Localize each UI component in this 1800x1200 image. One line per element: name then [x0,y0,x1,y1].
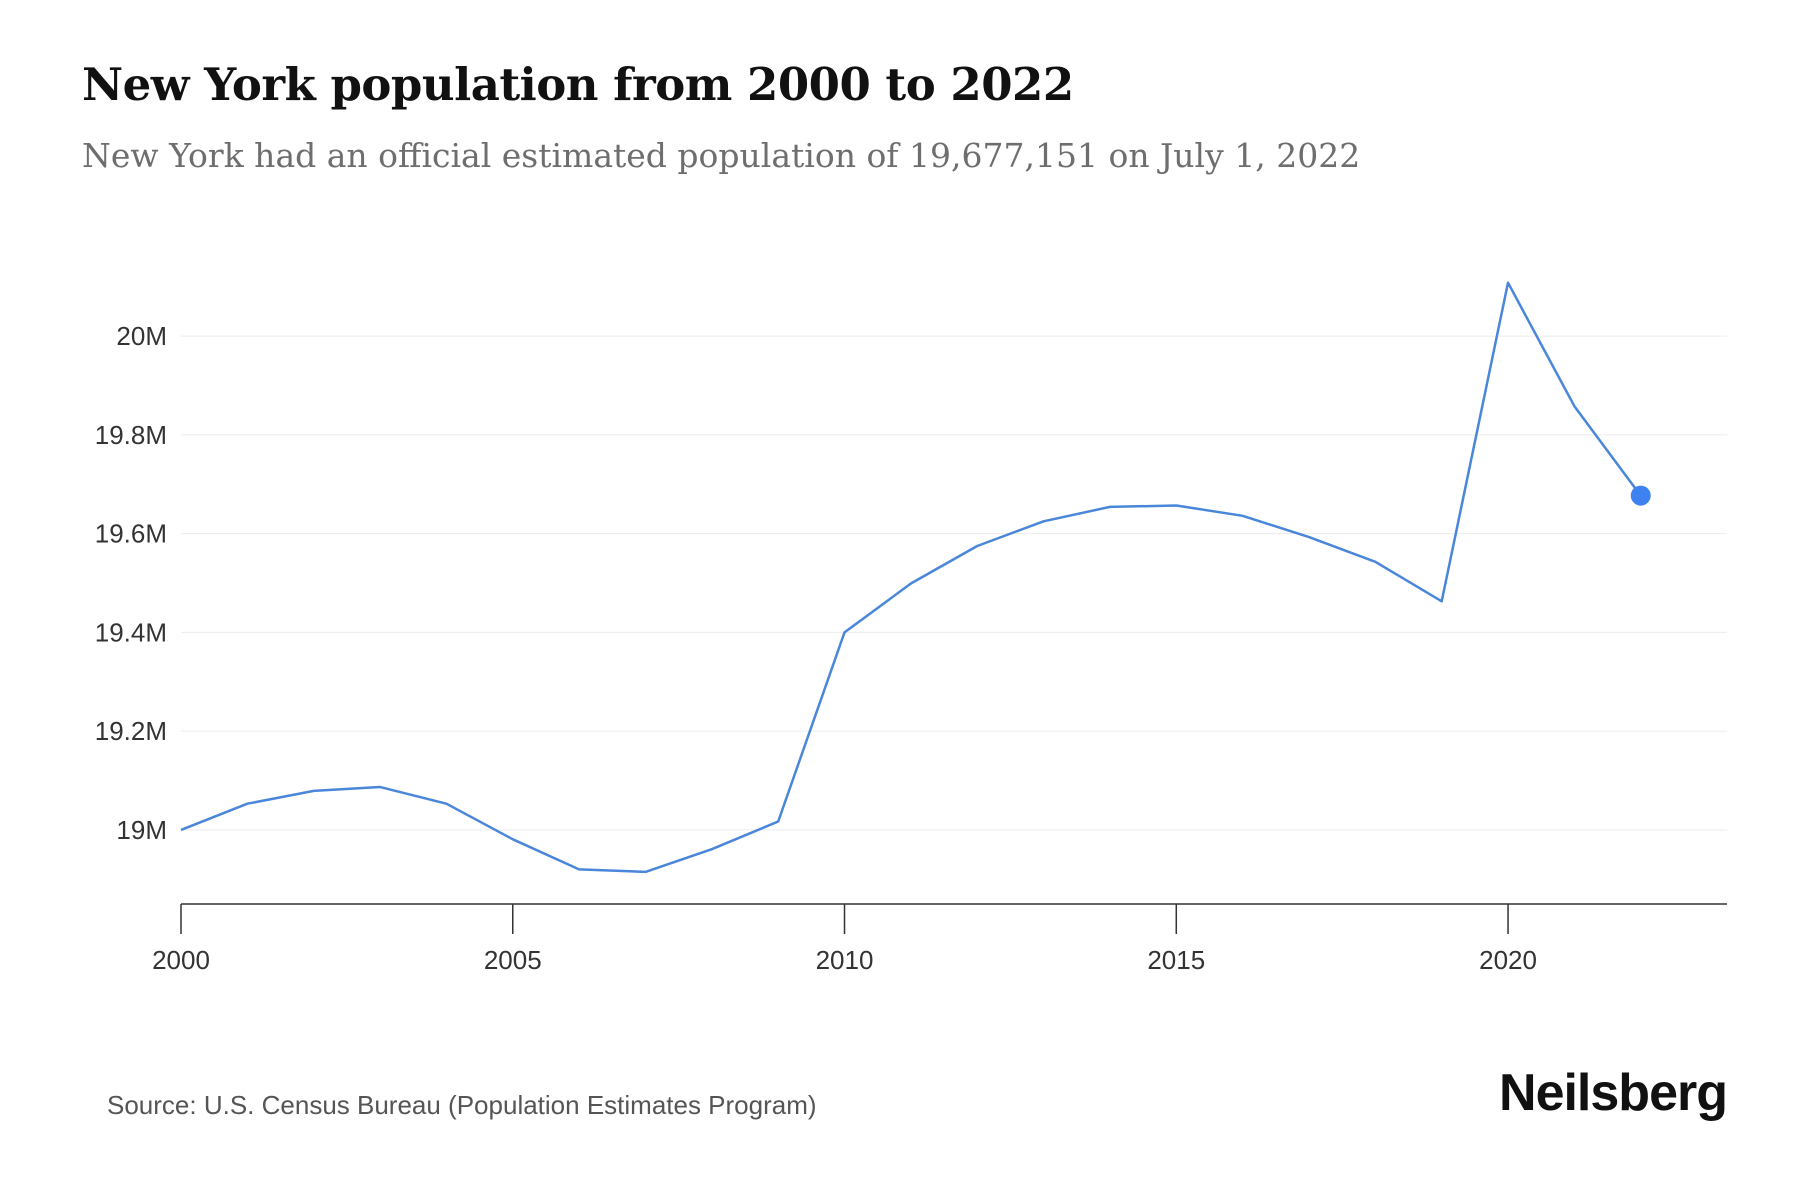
x-axis-ticks [180,904,1509,934]
x-axis-labels: 2000 2005 2010 2015 2020 [152,945,1537,975]
chart-title: New York population from 2000 to 2022 [82,58,1074,111]
chart-subtitle: New York had an official estimated popul… [82,136,1361,175]
y-tick-label: 19M [116,815,167,845]
x-tick-label: 2000 [152,945,210,975]
y-tick-label: 20M [116,321,167,351]
source-note: Source: U.S. Census Bureau (Population E… [107,1090,817,1120]
y-tick-label: 19.8M [95,420,167,450]
y-tick-label: 19.4M [95,617,167,647]
y-axis-labels: 19M 19.2M 19.4M 19.6M 19.8M 20M [95,321,167,845]
highlight-point [1630,485,1651,506]
x-tick-label: 2015 [1147,945,1205,975]
x-tick-label: 2020 [1479,945,1537,975]
x-tick-label: 2005 [484,945,542,975]
gridlines [181,335,1727,831]
data-points [1630,485,1651,506]
y-tick-label: 19.2M [95,716,167,746]
y-tick-label: 19.6M [95,519,167,549]
x-tick-label: 2010 [816,945,874,975]
brand-logo: Neilsberg [1499,1064,1728,1122]
population-line [180,281,1642,874]
